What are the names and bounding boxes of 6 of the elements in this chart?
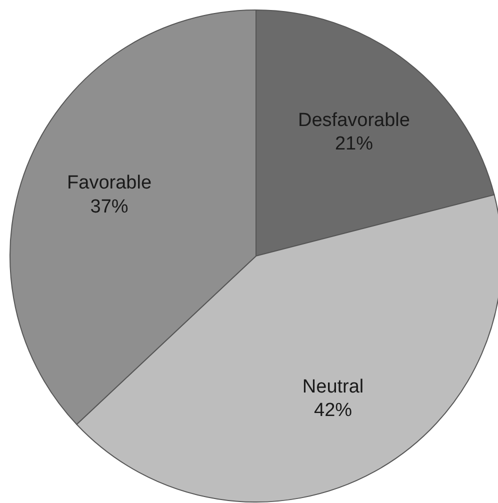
data-label: 21% bbox=[334, 134, 374, 155]
slice-label: Desfavorable bbox=[298, 110, 410, 131]
data-label: 42% bbox=[314, 400, 352, 422]
data-label: 37% bbox=[90, 196, 128, 218]
slice-label: Favorable bbox=[67, 172, 152, 194]
slice-label: Neutral bbox=[302, 376, 364, 398]
